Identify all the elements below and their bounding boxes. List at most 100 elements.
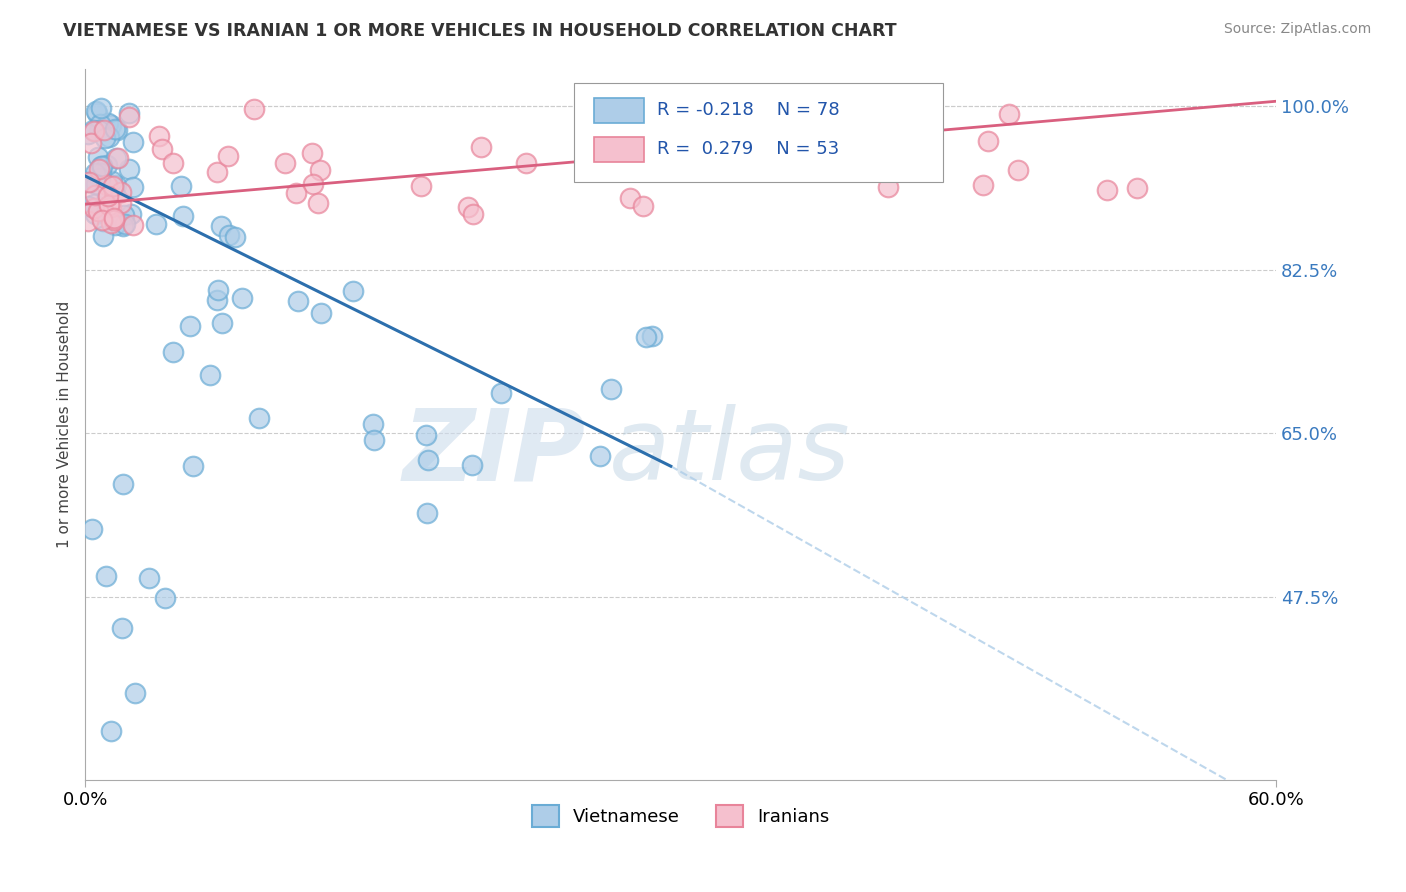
Point <box>77 127 100 141</box>
Point <box>600 382 623 396</box>
Point <box>998 107 1021 121</box>
Point <box>145 217 167 231</box>
Point <box>94 569 117 583</box>
Point <box>361 417 384 431</box>
Point <box>87 203 110 218</box>
Point <box>231 291 253 305</box>
Text: R = -0.218    N = 78: R = -0.218 N = 78 <box>657 101 839 119</box>
Point <box>243 102 266 116</box>
Point <box>104 218 127 232</box>
Point <box>640 329 662 343</box>
Text: Source: ZipAtlas.com: Source: ZipAtlas.com <box>1223 22 1371 37</box>
Point <box>100 118 122 132</box>
Point <box>110 186 132 200</box>
Point <box>150 142 173 156</box>
Point <box>101 174 124 188</box>
Point <box>100 723 122 738</box>
Point <box>209 219 232 233</box>
Point <box>103 213 125 227</box>
Point <box>100 216 122 230</box>
Point <box>90 101 112 115</box>
Point <box>118 110 141 124</box>
Point <box>515 156 537 170</box>
Point <box>148 128 170 143</box>
Point <box>153 591 176 605</box>
Point <box>118 162 141 177</box>
Point <box>301 145 323 160</box>
Point <box>89 117 111 131</box>
Point <box>1007 163 1029 178</box>
Point <box>309 163 332 178</box>
Point <box>162 156 184 170</box>
Point <box>877 180 900 194</box>
Point <box>83 197 105 211</box>
Point <box>103 211 125 225</box>
Point <box>82 522 104 536</box>
Point <box>574 151 596 165</box>
Point <box>97 116 120 130</box>
FancyBboxPatch shape <box>574 83 942 182</box>
Point <box>200 368 222 382</box>
Point <box>309 306 332 320</box>
Point <box>89 170 111 185</box>
Point <box>97 189 120 203</box>
Point <box>284 186 307 200</box>
Point <box>211 316 233 330</box>
Point <box>111 477 134 491</box>
Point <box>363 434 385 448</box>
Point <box>207 164 229 178</box>
Point <box>114 217 136 231</box>
Point <box>162 345 184 359</box>
Point <box>76 175 98 189</box>
Point <box>91 214 114 228</box>
Point <box>181 459 204 474</box>
Point <box>76 214 98 228</box>
Point <box>619 191 641 205</box>
Point <box>96 158 118 172</box>
Point <box>96 190 118 204</box>
Point <box>273 155 295 169</box>
Point <box>105 123 128 137</box>
Text: ZIP: ZIP <box>402 404 585 501</box>
Point <box>101 178 124 193</box>
Point <box>90 166 112 180</box>
Point <box>94 130 117 145</box>
Point <box>93 123 115 137</box>
Point <box>89 161 111 176</box>
Point <box>138 571 160 585</box>
Point <box>87 150 110 164</box>
Point <box>90 159 112 173</box>
Point <box>207 283 229 297</box>
Point <box>976 135 998 149</box>
Point <box>93 229 115 244</box>
Point <box>77 175 100 189</box>
Text: VIETNAMESE VS IRANIAN 1 OR MORE VEHICLES IN HOUSEHOLD CORRELATION CHART: VIETNAMESE VS IRANIAN 1 OR MORE VEHICLES… <box>63 22 897 40</box>
Point <box>205 293 228 307</box>
Legend: Vietnamese, Iranians: Vietnamese, Iranians <box>524 798 837 835</box>
Point <box>83 207 105 221</box>
Point <box>83 124 105 138</box>
Text: atlas: atlas <box>609 404 851 501</box>
Point <box>463 207 485 221</box>
Bar <box>593 137 644 161</box>
Point <box>1125 181 1147 195</box>
Point <box>89 123 111 137</box>
Point <box>218 228 240 243</box>
Point <box>122 135 145 149</box>
Point <box>651 89 673 103</box>
Bar <box>593 98 644 122</box>
Point <box>224 229 246 244</box>
Point <box>415 427 437 442</box>
Point <box>172 209 194 223</box>
Point <box>104 122 127 136</box>
Point <box>416 453 439 467</box>
Point <box>122 180 145 194</box>
Point <box>77 199 100 213</box>
Point <box>170 178 193 193</box>
Point <box>83 201 105 215</box>
Point <box>307 195 329 210</box>
Point <box>86 105 108 120</box>
Point <box>124 686 146 700</box>
Point <box>634 330 657 344</box>
Point <box>98 130 121 145</box>
